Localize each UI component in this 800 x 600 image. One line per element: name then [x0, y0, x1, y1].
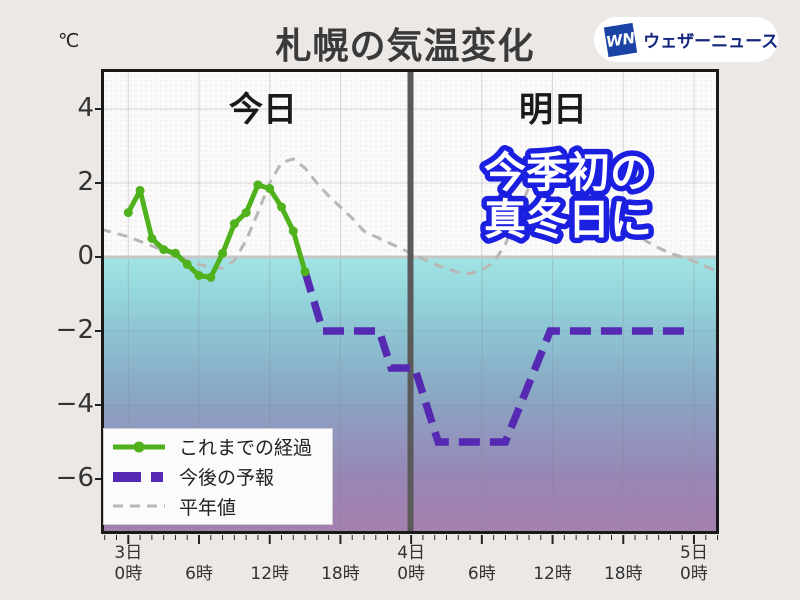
tomorrow-label: 明日 [519, 90, 587, 130]
highlight-annotation-line2: 真冬日に [484, 195, 652, 244]
observed-point-marker [229, 219, 239, 229]
legend-label-normal: 平年値 [179, 496, 237, 519]
x-axis-hour-label: 0時 [680, 564, 708, 584]
x-axis-day-label: 5日 [680, 543, 708, 563]
legend-item-observed: これまでの経過 [110, 433, 326, 461]
observed-point-marker [182, 259, 192, 269]
observed-line [126, 182, 308, 280]
today-label: 今日 [229, 90, 297, 130]
x-axis-hour-label: 0時 [397, 564, 426, 584]
observed-point-marker [253, 180, 263, 190]
y-axis-tick-label: 2 [77, 167, 94, 197]
logo-text: ウェザーニュース [643, 32, 779, 52]
observed-point-marker [147, 234, 157, 243]
forecast-line [301, 270, 690, 446]
normal-dash-swatch-icon [113, 504, 165, 508]
observed-line-swatch-icon [113, 441, 165, 453]
x-axis-hour-label: 6時 [467, 564, 496, 584]
x-axis-hour-label: 12時 [250, 564, 290, 584]
observed-point-marker [170, 248, 180, 258]
x-axis-hour-label: 12時 [533, 564, 572, 584]
y-axis-tick-label: −4 [55, 389, 94, 419]
highlight-annotation-line1: 今季初の [484, 148, 652, 197]
legend-item-normal: 平年値 [110, 492, 326, 520]
legend-item-forecast: 今後の予報 [110, 463, 326, 491]
y-axis-tick-label: −2 [55, 315, 94, 345]
observed-point-marker [300, 267, 310, 277]
weathernews-logo: WN ウェザーニュース [594, 17, 778, 62]
legend: これまでの経過 今後の予報 平年値 [103, 428, 333, 525]
y-axis-tick-label: −6 [55, 463, 94, 493]
observed-point-marker [218, 248, 228, 258]
normal-climate-line [100, 157, 719, 276]
observed-point-marker [241, 208, 251, 218]
plot-border [101, 69, 719, 534]
x-axis-day-label: 4日 [397, 543, 426, 563]
chart-annotation-layer: 今季初の 真冬日に [478, 143, 657, 250]
y-axis-tick-label: 4 [77, 93, 94, 123]
y-axis-tick-label: 0 [77, 241, 94, 271]
observed-point-marker [159, 245, 169, 255]
chart-frame-layer [95, 69, 719, 544]
x-axis-hour-label: 18時 [603, 564, 643, 584]
observed-point-marker [194, 271, 204, 280]
observed-point-marker [206, 272, 216, 282]
observed-point-marker [135, 185, 145, 195]
observed-point-marker [265, 184, 275, 194]
observed-point-marker [288, 226, 298, 236]
legend-label-forecast: 今後の予報 [179, 467, 275, 489]
page-title: 札幌の気温変化 [275, 26, 535, 67]
x-axis-day-label: 3日 [114, 543, 143, 563]
chart-series-layer [100, 69, 719, 534]
y-axis-unit-label: ℃ [58, 30, 80, 52]
x-axis-hour-label: 0時 [114, 564, 143, 584]
legend-label-observed: これまでの経過 [179, 437, 313, 460]
observed-point-marker [123, 208, 133, 218]
x-axis-hour-label: 18時 [321, 564, 360, 584]
x-axis-hour-label: 6時 [185, 564, 213, 584]
observed-point-marker [277, 202, 287, 212]
forecast-dash-swatch-icon [113, 471, 168, 482]
